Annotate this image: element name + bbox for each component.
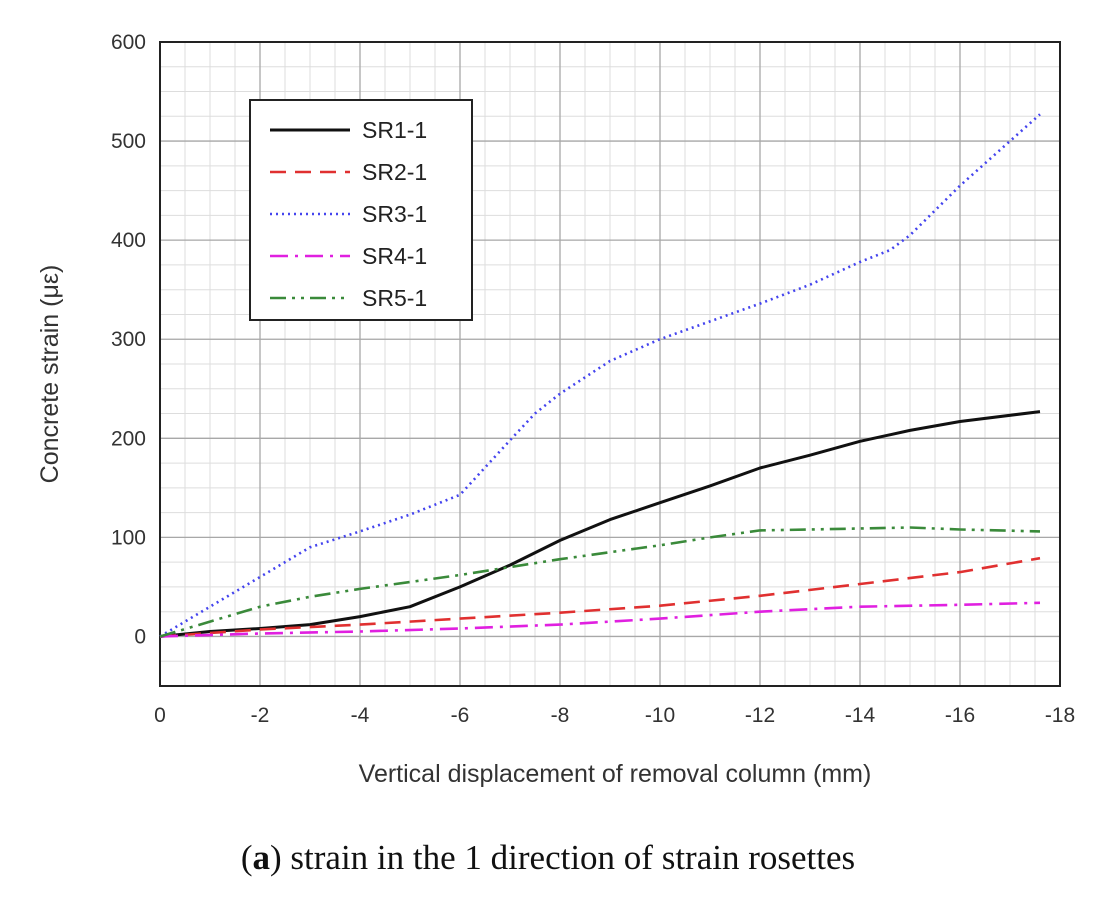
y-tick-label: 100	[111, 526, 146, 549]
x-tick-label: -18	[1045, 704, 1075, 727]
x-tick-label: -10	[645, 704, 675, 727]
x-tick-label: 0	[154, 704, 166, 727]
x-tick-label: -12	[745, 704, 775, 727]
x-tick-label: -8	[551, 704, 570, 727]
y-axis-label: Concrete strain (με)	[36, 265, 64, 484]
x-tick-label: -2	[251, 704, 270, 727]
legend: SR1-1 SR2-1 SR3-1 SR4-1 SR5-1	[249, 99, 473, 321]
legend-entry: SR1-1	[362, 117, 427, 143]
caption-letter: a	[252, 838, 271, 877]
chart: 0 -2 -4 -6 -8 -10 -12 -14 -16 -18 0 100 200 300 400 500…	[36, 31, 1075, 788]
axis-ticks: 0 -2 -4 -6 -8 -10 -12 -14 -16 -18 0 100 200 300 400 500…	[111, 31, 1075, 727]
x-tick-label: -4	[351, 704, 370, 727]
series-layer	[159, 113, 1041, 638]
legend-entry: SR3-1	[362, 201, 427, 227]
series-line-3	[159, 113, 1041, 638]
y-tick-label: 600	[111, 31, 146, 54]
y-tick-label: 500	[111, 130, 146, 153]
legend-entry: SR5-1	[362, 285, 427, 311]
x-tick-label: -16	[945, 704, 975, 727]
y-tick-label: 400	[111, 229, 146, 252]
x-tick-label: -14	[845, 704, 876, 727]
x-tick-label: -6	[451, 704, 470, 727]
series-line-5	[159, 526, 1041, 638]
plot-frame	[159, 41, 1061, 687]
legend-entry: SR4-1	[362, 243, 427, 269]
y-tick-label: 300	[111, 328, 146, 351]
figure-caption: (a) strain in the 1 direction of strain …	[240, 838, 856, 877]
legend-entry: SR2-1	[362, 159, 427, 185]
series-line-2	[159, 556, 1041, 638]
caption-text: strain in the 1 direction of strain rose…	[281, 838, 856, 877]
legend-box	[249, 99, 473, 321]
y-tick-label: 0	[134, 625, 146, 648]
y-tick-label: 200	[111, 427, 146, 450]
series-line-4	[159, 601, 1041, 638]
x-axis-label: Vertical displacement of removal column …	[359, 760, 872, 788]
series-line-1	[159, 410, 1041, 638]
